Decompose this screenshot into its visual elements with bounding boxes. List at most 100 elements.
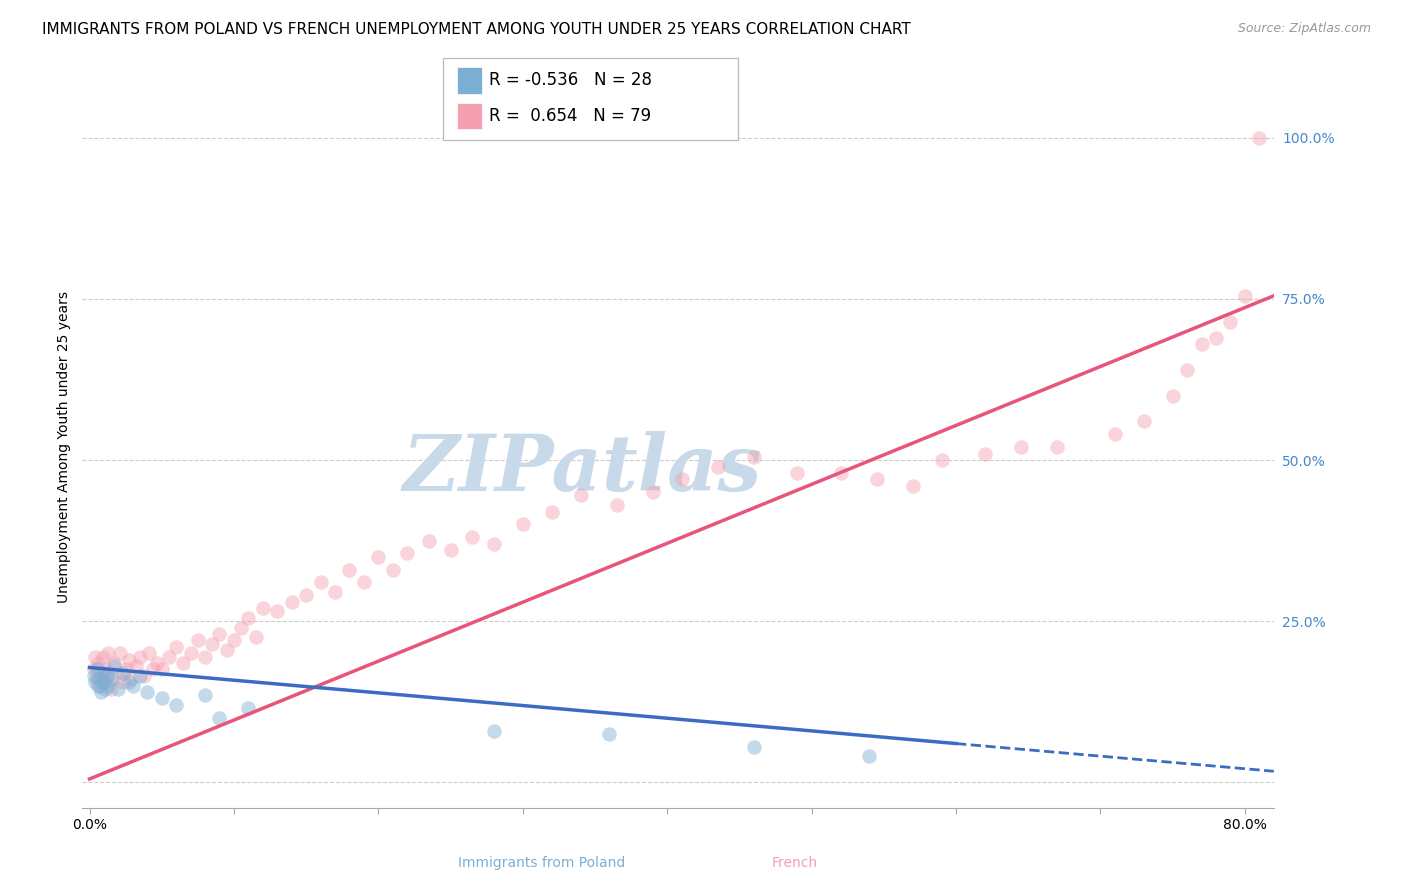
Text: Source: ZipAtlas.com: Source: ZipAtlas.com [1237, 22, 1371, 36]
French [103, 656, 125, 670]
French [165, 640, 187, 654]
French [252, 601, 274, 615]
French [201, 637, 224, 651]
French [84, 649, 107, 664]
French [111, 675, 134, 690]
Immigrants from Poland [93, 675, 115, 690]
Text: R = -0.536   N = 28: R = -0.536 N = 28 [489, 71, 652, 89]
French [1191, 337, 1213, 351]
French [353, 575, 375, 590]
French [671, 472, 693, 486]
Immigrants from Poland [83, 669, 105, 683]
French [90, 665, 112, 680]
French [194, 649, 217, 664]
Immigrants from Poland [97, 679, 120, 693]
Immigrants from Poland [100, 672, 122, 686]
Immigrants from Poland [107, 681, 129, 696]
French [180, 646, 202, 660]
Immigrants from Poland [208, 711, 231, 725]
Immigrants from Poland [94, 681, 117, 696]
French [439, 543, 461, 558]
French [1205, 331, 1227, 345]
French [323, 585, 346, 599]
French [1175, 363, 1198, 377]
French [540, 505, 562, 519]
French [266, 605, 288, 619]
French [381, 563, 404, 577]
Immigrants from Poland [742, 739, 765, 754]
French [117, 653, 139, 667]
French [105, 669, 128, 683]
French [87, 656, 110, 670]
French [309, 575, 332, 590]
French [91, 649, 114, 664]
Immigrants from Poland [121, 679, 143, 693]
Text: French: French [772, 855, 817, 870]
French [215, 643, 238, 657]
Immigrants from Poland [103, 659, 125, 673]
French [222, 633, 245, 648]
French [89, 679, 111, 693]
French [96, 669, 118, 683]
French [142, 663, 165, 677]
Text: ZIPatlas: ZIPatlas [404, 431, 762, 507]
French [339, 563, 361, 577]
French [1010, 440, 1032, 454]
Immigrants from Poland [84, 675, 107, 690]
Immigrants from Poland [150, 691, 173, 706]
French [1219, 314, 1241, 328]
French [129, 649, 152, 664]
French [931, 453, 953, 467]
French [865, 472, 887, 486]
French [1161, 389, 1184, 403]
French [150, 663, 173, 677]
Immigrants from Poland [89, 672, 111, 686]
Immigrants from Poland [194, 688, 217, 702]
Y-axis label: Unemployment Among Youth under 25 years: Unemployment Among Youth under 25 years [58, 291, 72, 603]
French [238, 611, 260, 625]
French [901, 479, 924, 493]
French [1046, 440, 1069, 454]
French [208, 627, 231, 641]
Immigrants from Poland [598, 727, 620, 741]
French [108, 646, 131, 660]
Immigrants from Poland [90, 685, 112, 699]
French [93, 675, 115, 690]
French [396, 546, 419, 560]
Immigrants from Poland [111, 665, 134, 680]
Immigrants from Poland [482, 723, 505, 738]
Immigrants from Poland [87, 679, 110, 693]
French [1104, 427, 1126, 442]
French [418, 533, 440, 548]
French [1249, 131, 1271, 145]
French [172, 656, 194, 670]
Immigrants from Poland [136, 685, 159, 699]
French [367, 549, 389, 564]
Immigrants from Poland [86, 663, 108, 677]
Immigrants from Poland [238, 701, 260, 715]
French [245, 630, 267, 644]
Immigrants from Poland [91, 665, 114, 680]
Immigrants from Poland [96, 669, 118, 683]
French [786, 466, 808, 480]
French [641, 485, 664, 500]
French [125, 659, 148, 673]
Text: R =  0.654   N = 79: R = 0.654 N = 79 [489, 107, 651, 125]
French [120, 672, 142, 686]
French [974, 447, 997, 461]
French [157, 649, 180, 664]
Immigrants from Poland [117, 675, 139, 690]
French [280, 595, 302, 609]
French [606, 498, 628, 512]
French [707, 459, 730, 474]
French [114, 663, 136, 677]
French [94, 663, 117, 677]
French [97, 646, 120, 660]
French [569, 488, 592, 502]
French [1133, 414, 1156, 428]
French [482, 537, 505, 551]
French [512, 517, 534, 532]
French [138, 646, 160, 660]
French [461, 530, 484, 544]
French [1233, 289, 1256, 303]
